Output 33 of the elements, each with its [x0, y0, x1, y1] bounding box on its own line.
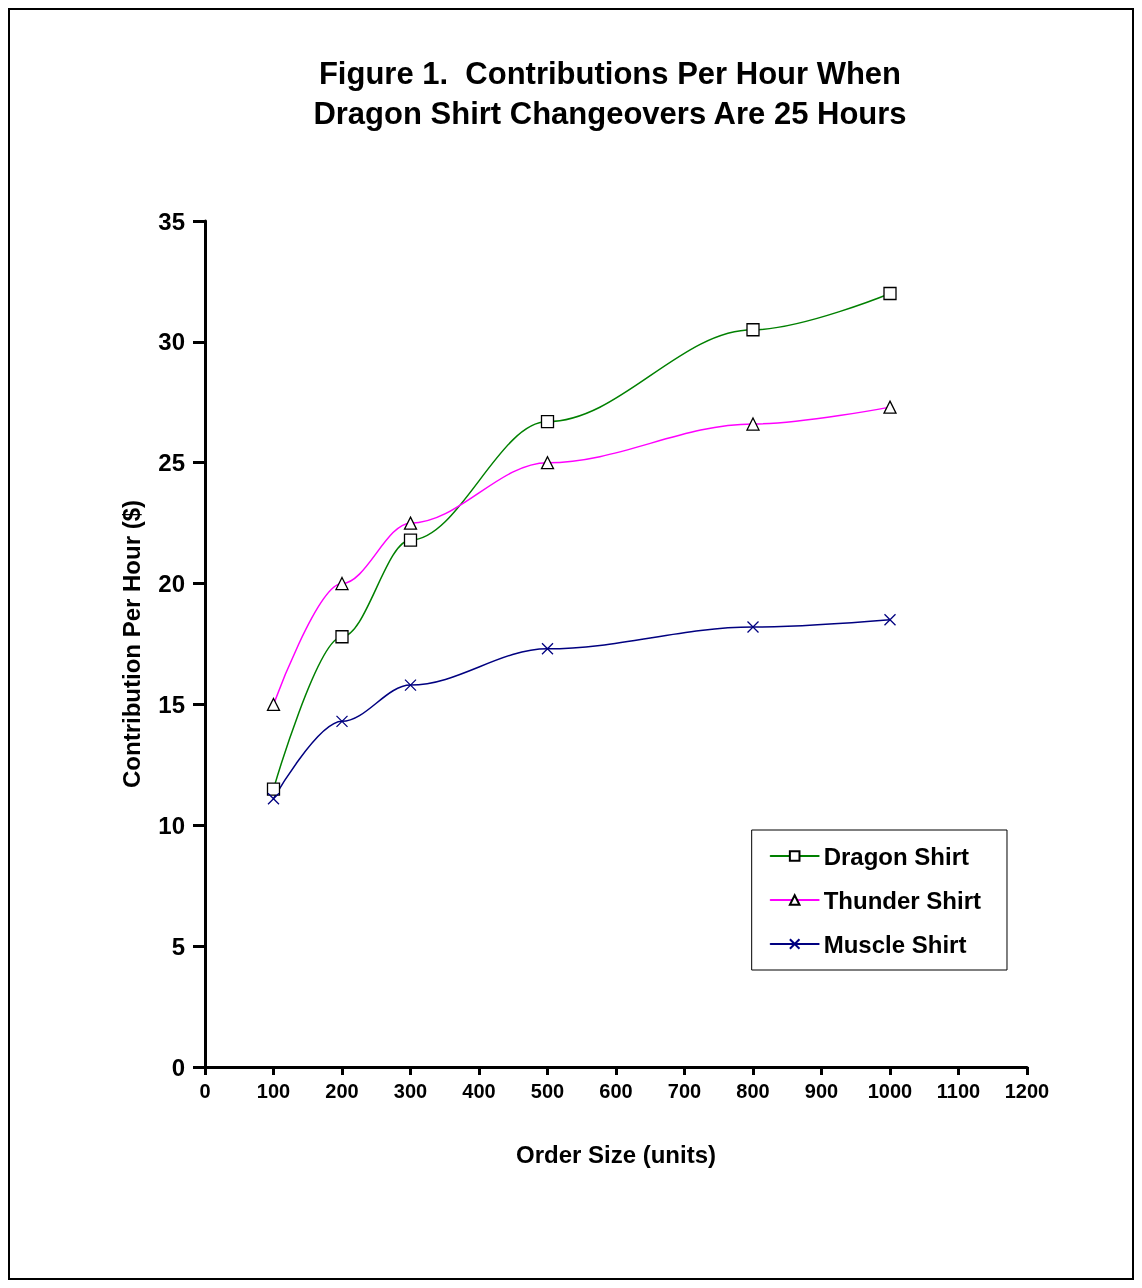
point	[541, 642, 554, 655]
y-axis-title: Contribution Per Hour ($)	[117, 500, 145, 788]
x-tick-label: 1200	[1004, 1080, 1050, 1102]
x-tick-label: 0	[199, 1080, 211, 1102]
point	[267, 792, 280, 805]
y-tick-label: 35	[158, 207, 185, 235]
x-tick-label: 800	[736, 1080, 770, 1102]
point	[746, 620, 760, 634]
x-tick-label: 1100	[936, 1080, 981, 1102]
point	[335, 715, 349, 728]
x-tick-label: 200	[325, 1080, 359, 1102]
x-tick-label: 900	[804, 1080, 839, 1102]
y-tick-label: 10	[158, 811, 185, 839]
x-tick-label: 400	[462, 1080, 496, 1102]
y-tick-label: 5	[171, 932, 185, 960]
x-tick-label: 700	[667, 1080, 702, 1102]
x-tick-label: 500	[530, 1080, 565, 1102]
chart-title: Figure 1. Contributions Per Hour When Dragon Shirt Changeovers Are 25 Hours	[313, 55, 907, 131]
y-tick-label: 20	[158, 570, 185, 598]
x-axis-title: Order Size (units)	[515, 1140, 717, 1168]
y-tick-label: 25	[158, 449, 185, 477]
legend-label: Dragon Shirt	[823, 842, 970, 870]
x-tick-label: 600	[599, 1080, 633, 1102]
legend-label: Muscle Shirt	[823, 930, 967, 958]
x-tick-label: 1000	[867, 1080, 913, 1102]
y-tick-label: 30	[158, 328, 185, 356]
x-tick-label: 100	[256, 1080, 291, 1102]
point	[883, 613, 897, 626]
x-tick-label: 300	[393, 1080, 428, 1102]
y-tick-label: 15	[158, 690, 185, 718]
point	[404, 678, 417, 692]
y-tick-label: 0	[171, 1053, 185, 1081]
legend-label: Thunder Shirt	[823, 886, 982, 914]
